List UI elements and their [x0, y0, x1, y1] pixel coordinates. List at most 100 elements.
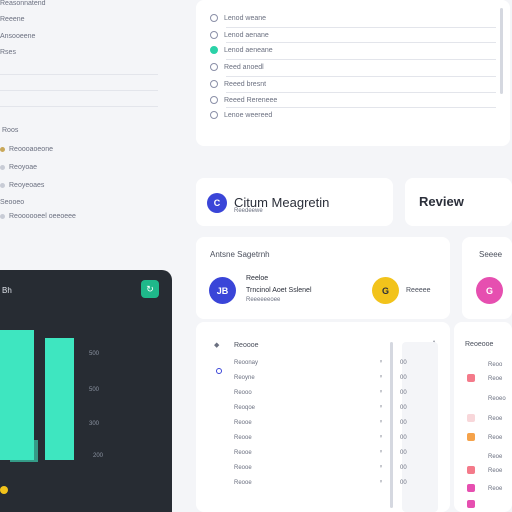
row-flag: ᵛ	[380, 360, 382, 366]
sidebar-item-label: Reoyeoaes	[9, 182, 45, 189]
review-card[interactable]: Review	[405, 178, 512, 226]
chart-bar	[10, 440, 38, 462]
scrollbar[interactable]	[390, 342, 393, 508]
row-value: 00	[400, 480, 407, 486]
divider	[0, 74, 158, 75]
sidebar-item-1[interactable]: Reasonnatend	[0, 0, 46, 7]
right-row-label: Reoe	[488, 454, 503, 460]
refresh-icon[interactable]: ↻	[141, 280, 159, 298]
table-row[interactable]: Reooo ᵛ 00	[234, 390, 434, 396]
divider	[226, 76, 496, 77]
table-row[interactable]: Reooe ᵛ 00	[234, 465, 434, 471]
radio-icon[interactable]	[210, 14, 218, 22]
row-label: Reooe	[234, 435, 252, 441]
sidebar-item-9[interactable]: Reoooooeel oeeoeee	[0, 213, 76, 220]
row-label: Reooe	[234, 420, 252, 426]
sidebar-item-label: Ansooeene	[0, 33, 36, 40]
sidebar-item-8[interactable]: Seooeo	[0, 199, 24, 206]
divider	[226, 92, 496, 93]
row-flag: ᵛ	[380, 480, 382, 486]
table-row[interactable]: Reooe ᵛ 00	[234, 480, 434, 486]
person-name: Reeloe	[246, 275, 269, 282]
list-item-label: Lenod weane	[224, 14, 267, 22]
chart-panel: Bh ↻ 500 500 300 200	[0, 270, 172, 512]
table-row-icon	[216, 368, 222, 374]
chart-bar	[45, 338, 74, 460]
table-row[interactable]: Reooe ᵛ 00	[234, 435, 434, 441]
sidebar: Reasonnatend Reeene Ansooeene Rses Roos …	[0, 0, 172, 265]
list-item[interactable]: Reed anoedl	[210, 63, 264, 71]
list-item[interactable]: Lenod weane	[210, 14, 266, 22]
tick-label: 200	[93, 453, 104, 459]
table-row[interactable]: Reooe ᵛ 00	[234, 420, 434, 426]
row-value: 00	[400, 435, 407, 441]
right-row-label: Reoe	[488, 468, 503, 474]
sidebar-item-label: Reoyoae	[9, 164, 38, 171]
list-item[interactable]: Reeed Rereneee	[210, 96, 277, 104]
value-column	[402, 342, 438, 512]
divider	[0, 90, 158, 91]
profile-card[interactable]: C Citum Meagretin Reedeewe	[196, 178, 393, 226]
row-value: 00	[400, 420, 407, 426]
avatar[interactable]: JB	[209, 277, 236, 304]
row-flag: ᵛ	[380, 450, 382, 456]
profile-name: Citum Meagretin	[234, 195, 330, 210]
status-badge	[467, 433, 475, 441]
divider	[226, 107, 496, 108]
radio-icon[interactable]	[210, 96, 218, 104]
right-row-label: Reoe	[488, 486, 503, 492]
file-icon	[0, 165, 5, 170]
chart-bar	[0, 330, 34, 460]
row-flag: ᵛ	[380, 375, 382, 381]
avatar: C	[207, 193, 227, 213]
table-row[interactable]: Reoqoe ᵛ 00	[234, 405, 434, 411]
row-label: Reooe	[234, 450, 252, 456]
sidebar-item-6[interactable]: Reoyoae	[0, 164, 37, 171]
tick-label: 300	[89, 421, 100, 427]
radio-icon[interactable]	[210, 31, 218, 39]
table-row[interactable]: Reoonay ᵛ 00	[234, 360, 434, 366]
tick-label: 500	[89, 387, 100, 393]
right-table-header: Reoeooe	[465, 341, 494, 348]
row-value: 00	[400, 405, 407, 411]
table-row[interactable]: Reooe ᵛ 00	[234, 450, 434, 456]
sidebar-item-3[interactable]: Ansooeene	[0, 33, 35, 40]
radio-icon[interactable]	[210, 46, 218, 54]
sidebar-item-label: Seooeo	[0, 199, 25, 206]
person-note: Reeeeeeoee	[246, 297, 281, 303]
person-name: Reeeee	[406, 287, 431, 294]
radio-icon[interactable]	[210, 111, 218, 119]
scrollbar[interactable]	[500, 8, 503, 94]
tick-label: 500	[89, 351, 100, 357]
radio-icon[interactable]	[210, 63, 218, 71]
avatar[interactable]: G	[372, 277, 399, 304]
sidebar-item-4[interactable]: Rses	[0, 49, 16, 56]
divider	[0, 106, 158, 107]
row-label: Reooe	[234, 480, 252, 486]
file-icon	[0, 214, 5, 219]
table-dot-icon: ◆	[214, 342, 220, 349]
sidebar-item-2[interactable]: Reeene	[0, 16, 25, 23]
section-label: Roos	[2, 127, 19, 134]
table-row[interactable]: Reoyne ᵛ 00	[234, 375, 434, 381]
row-label: Reoqoe	[234, 405, 256, 411]
list-item[interactable]: Reeed bresnt	[210, 80, 266, 88]
sidebar-item-5[interactable]: Reoooaoeone	[0, 146, 53, 153]
status-badge	[467, 484, 475, 492]
avatar[interactable]: G	[476, 277, 503, 304]
sidebar-item-7[interactable]: Reoyeoaes	[0, 182, 44, 189]
file-icon	[0, 183, 5, 188]
status-badge	[467, 414, 475, 422]
row-flag: ᵛ	[380, 405, 382, 411]
radio-icon[interactable]	[210, 80, 218, 88]
table-header: Reoooe	[234, 342, 259, 349]
list-item-active[interactable]: Lenod aeneane	[210, 46, 273, 54]
list-item-label: Lenoe weereed	[224, 111, 273, 119]
list-item[interactable]: Lenoe weereed	[210, 111, 272, 119]
row-label: Reooo	[234, 390, 252, 396]
list-item[interactable]: Lenod aenane	[210, 31, 269, 39]
profile-subtitle: Reedeewe	[234, 208, 263, 214]
right-row-label: Reoe	[488, 376, 503, 382]
assignees-title: Antsne Sagetrnh	[210, 250, 270, 259]
